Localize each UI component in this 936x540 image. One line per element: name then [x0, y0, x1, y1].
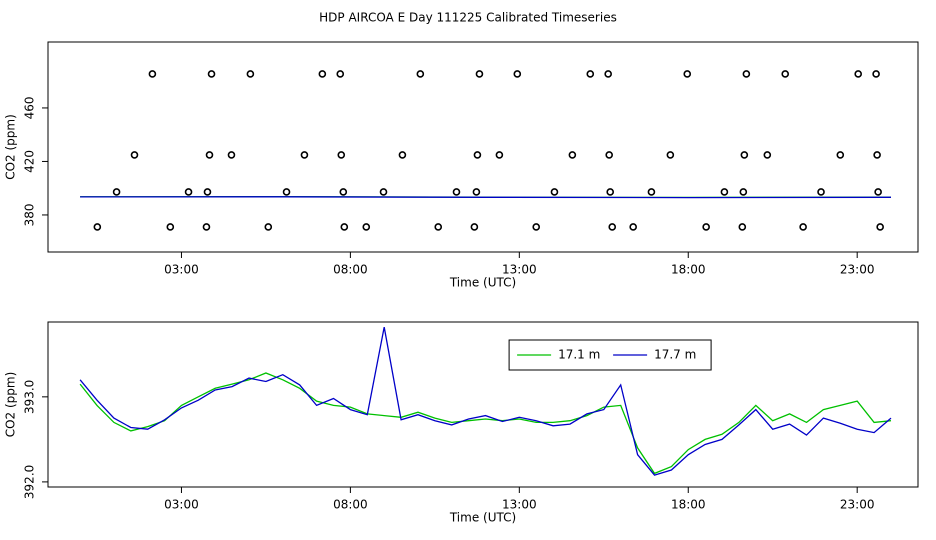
point — [604, 70, 612, 78]
point — [854, 70, 862, 78]
point — [683, 70, 692, 78]
legend-label: 17.1 m — [558, 348, 600, 362]
point — [550, 188, 559, 196]
point — [207, 70, 216, 78]
y-tick-label: 380 — [23, 203, 37, 226]
point — [720, 188, 729, 196]
point — [452, 188, 461, 196]
point — [300, 151, 309, 159]
point — [202, 223, 211, 231]
point — [629, 223, 637, 231]
point — [246, 70, 255, 78]
point — [702, 223, 710, 231]
y-tick-label: 420 — [23, 150, 37, 173]
point — [781, 70, 790, 78]
point — [434, 223, 443, 231]
point — [205, 151, 214, 159]
point — [817, 188, 825, 196]
x-tick-label: 08:00 — [333, 263, 368, 277]
legend-label: 17.7 m — [654, 348, 696, 362]
point — [148, 70, 157, 78]
point — [337, 151, 346, 159]
point — [184, 188, 193, 196]
y-axis-label: CO2 (ppm) — [4, 372, 18, 438]
point — [340, 223, 349, 231]
point — [532, 223, 541, 231]
line — [79, 372, 892, 475]
point — [130, 151, 139, 159]
point — [763, 151, 772, 159]
point — [605, 151, 613, 159]
point — [470, 223, 479, 231]
point — [739, 188, 748, 196]
point — [339, 188, 348, 196]
point — [416, 70, 425, 78]
point — [112, 188, 121, 196]
x-tick-label: 13:00 — [502, 263, 537, 277]
point — [336, 70, 345, 78]
x-axis-label: Time (UTC) — [449, 276, 516, 290]
point — [398, 151, 407, 159]
point — [608, 223, 617, 231]
y-axis-label: CO2 (ppm) — [4, 114, 18, 180]
point — [495, 151, 504, 159]
point — [874, 188, 882, 196]
x-axis-label: Time (UTC) — [449, 511, 516, 525]
x-tick-label: 13:00 — [502, 498, 537, 512]
y-tick-label: 392.0 — [23, 465, 37, 499]
point — [740, 151, 749, 159]
point — [282, 188, 291, 196]
x-tick-label: 03:00 — [164, 263, 199, 277]
point — [513, 70, 522, 78]
point — [318, 70, 327, 78]
plot-frame — [47, 321, 919, 488]
point — [568, 151, 577, 159]
point — [738, 223, 747, 231]
point — [647, 188, 656, 196]
point — [836, 151, 845, 159]
point — [872, 70, 880, 78]
x-tick-label: 08:00 — [333, 498, 368, 512]
point — [227, 151, 236, 159]
point — [475, 70, 484, 78]
point — [799, 223, 807, 231]
line — [80, 196, 892, 199]
x-tick-label: 23:00 — [840, 263, 875, 277]
point — [166, 223, 175, 231]
x-tick-label: 03:00 — [164, 498, 199, 512]
point — [606, 188, 615, 196]
x-tick-label: 18:00 — [671, 263, 706, 277]
x-tick-label: 23:00 — [840, 498, 875, 512]
point — [93, 223, 102, 231]
point — [742, 70, 751, 78]
point — [666, 151, 675, 159]
y-tick-label: 393.0 — [23, 380, 37, 414]
y-tick-label: 460 — [23, 96, 37, 119]
x-tick-label: 18:00 — [671, 498, 706, 512]
plot-frame — [47, 41, 919, 253]
line — [79, 326, 892, 476]
point — [264, 223, 273, 231]
point — [362, 223, 371, 231]
point — [586, 70, 595, 78]
point — [873, 151, 881, 159]
point — [203, 188, 212, 196]
chart-title: HDP AIRCOA E Day 111225 Calibrated Times… — [319, 11, 617, 25]
point — [473, 151, 482, 159]
point — [876, 223, 884, 231]
point — [379, 188, 388, 196]
point — [472, 188, 481, 196]
